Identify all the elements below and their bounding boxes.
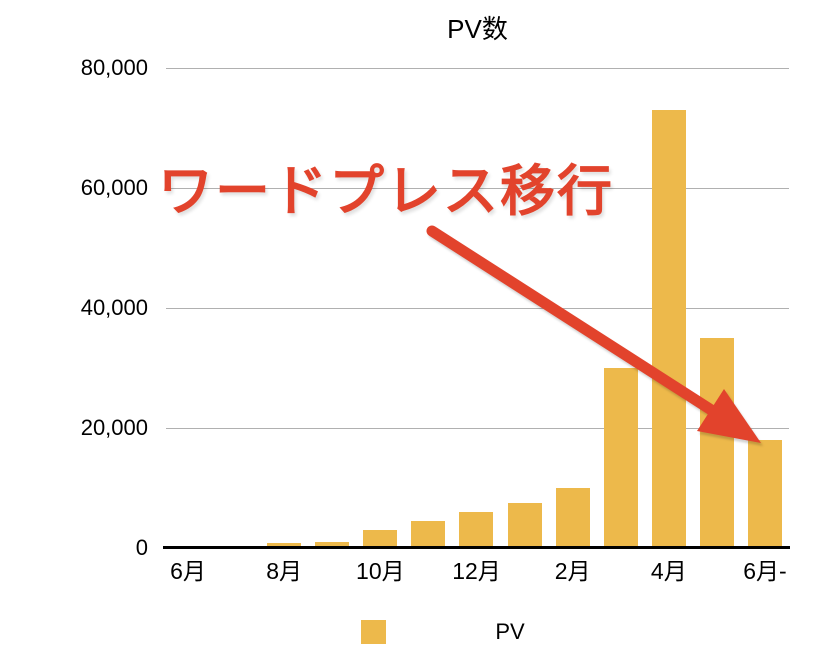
gridline-20000: [166, 428, 789, 429]
bar-2-8月: [267, 543, 302, 548]
x-tick-label-12月: 12月: [452, 558, 501, 584]
bar-8-2月: [555, 488, 590, 548]
bar-10-4月: [651, 110, 686, 548]
chart-title: PV数: [447, 14, 508, 44]
y-tick-label-0: 0: [135, 535, 148, 560]
y-tick-label-20000: 20,000: [80, 415, 148, 440]
y-tick-label-60000: 60,000: [80, 175, 148, 200]
x-tick-label-2月: 2月: [554, 558, 591, 584]
bar-7-1月: [507, 503, 542, 548]
x-tick-label-10月: 10月: [356, 558, 405, 584]
x-tick-label-6月-: 6月-: [743, 558, 787, 584]
gridline-80000: [166, 68, 789, 69]
bar-4-10月: [363, 530, 398, 548]
bar-11-5月: [699, 338, 734, 548]
bar-3-9月: [315, 542, 350, 548]
y-tick-label-40000: 40,000: [80, 295, 148, 320]
legend: PV: [0, 612, 816, 652]
bar-5-11月: [411, 521, 446, 548]
x-tick-label-6月: 6月: [170, 558, 206, 584]
x-tick-label-4月: 4月: [650, 558, 687, 584]
x-tick-label-8月: 8月: [266, 558, 303, 584]
y-tick-label-80000: 80,000: [80, 55, 148, 80]
x-axis-line: [163, 546, 790, 549]
legend-label-pv: PV: [495, 619, 525, 644]
bar-6-12月: [459, 512, 494, 548]
legend-swatch-pv: [361, 620, 386, 644]
gridline-60000: [166, 188, 789, 189]
bar-9-3月: [603, 368, 638, 548]
bar-12-6月: [747, 440, 782, 548]
gridline-40000: [166, 308, 789, 309]
annotation-text: ワードプレス移行: [158, 160, 615, 222]
plot-area: [166, 68, 789, 548]
